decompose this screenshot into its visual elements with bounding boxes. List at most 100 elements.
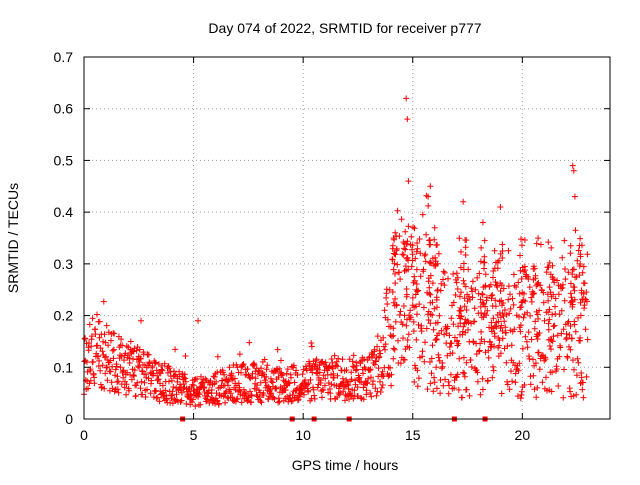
- data-point: [460, 198, 467, 205]
- data-point: [150, 370, 157, 377]
- data-point: [99, 348, 106, 355]
- data-point: [505, 283, 512, 290]
- x-tick-label: 15: [405, 427, 421, 443]
- data-point: [545, 239, 552, 246]
- data-point: [411, 273, 418, 280]
- data-point: [477, 258, 484, 265]
- data-point: [286, 380, 293, 387]
- data-point: [477, 340, 484, 347]
- data-point: [311, 395, 318, 402]
- data-point: [429, 312, 436, 319]
- data-point: [382, 341, 389, 348]
- data-point: [340, 388, 347, 395]
- data-point: [166, 365, 173, 372]
- data-point: [124, 352, 131, 359]
- data-point: [316, 369, 323, 376]
- data-point: [409, 251, 416, 258]
- data-point: [225, 382, 231, 389]
- data-point: [403, 322, 410, 329]
- data-point: [461, 295, 468, 302]
- data-point: [343, 367, 350, 373]
- data-point: [460, 369, 467, 376]
- data-point: [376, 347, 383, 354]
- data-point: [348, 376, 355, 383]
- data-point: [463, 386, 470, 393]
- data-point: [582, 326, 589, 333]
- data-point: [128, 376, 135, 383]
- data-point: [495, 335, 502, 341]
- data-point: [455, 386, 462, 393]
- data-point: [499, 241, 506, 248]
- data-point: [103, 353, 109, 360]
- data-point: [561, 237, 568, 244]
- data-point: [546, 259, 553, 266]
- data-point: [237, 388, 244, 395]
- data-point: [110, 346, 117, 353]
- data-point: [438, 327, 445, 334]
- data-point: [414, 240, 421, 246]
- data-point: [499, 310, 506, 317]
- data-point: [504, 378, 511, 385]
- data-point: [460, 277, 467, 284]
- data-point: [264, 362, 271, 369]
- data-point: [425, 193, 432, 200]
- data-point: [462, 244, 469, 251]
- data-point: [126, 387, 132, 394]
- data-point: [394, 207, 401, 214]
- data-point: [549, 369, 556, 376]
- data-point: [520, 314, 527, 321]
- data-point: [154, 394, 161, 401]
- data-point: [446, 332, 453, 339]
- data-point: [238, 399, 245, 406]
- data-point: [577, 299, 584, 306]
- data-point: [367, 390, 374, 396]
- data-point: [413, 336, 420, 343]
- data-point: [448, 315, 455, 322]
- data-point: [414, 367, 421, 374]
- data-point: [390, 355, 397, 362]
- data-point: [207, 377, 214, 384]
- data-point: [127, 338, 134, 345]
- data-point: [469, 278, 476, 285]
- data-point: [424, 386, 431, 393]
- data-point: [109, 347, 116, 354]
- data-point: [392, 295, 399, 302]
- data-point: [559, 254, 566, 261]
- data-point: [257, 398, 264, 404]
- data-point: [220, 393, 227, 400]
- data-point: [494, 265, 501, 272]
- data-point: [530, 356, 536, 363]
- data-point: [474, 369, 481, 376]
- data-point: [560, 326, 567, 333]
- data-point: [438, 280, 445, 287]
- data-point: [339, 356, 346, 363]
- data-point: [411, 277, 418, 284]
- data-point: [166, 378, 172, 385]
- data-point: [319, 394, 325, 401]
- data-point: [567, 346, 574, 353]
- data-point: [562, 266, 568, 272]
- data-point: [413, 286, 420, 293]
- data-point: [433, 336, 440, 343]
- data-point: [312, 357, 319, 364]
- data-point: [545, 326, 552, 333]
- data-point: [123, 391, 130, 398]
- data-point: [276, 365, 283, 372]
- data-points-layer: [81, 95, 591, 410]
- y-tick-label: 0.2: [54, 308, 74, 324]
- data-point: [567, 280, 574, 287]
- data-point: [408, 263, 415, 270]
- data-point: [421, 358, 428, 365]
- y-axis-title: SRMTID / TECUs: [5, 183, 21, 293]
- data-point: [577, 261, 584, 267]
- data-point: [575, 359, 582, 366]
- data-point: [406, 344, 413, 351]
- data-point: [492, 323, 499, 330]
- data-point: [259, 369, 266, 376]
- data-point: [162, 387, 169, 394]
- data-point: [360, 384, 367, 391]
- data-point: [414, 288, 421, 295]
- data-point: [574, 355, 581, 362]
- data-point: [440, 382, 447, 389]
- data-point: [115, 378, 122, 385]
